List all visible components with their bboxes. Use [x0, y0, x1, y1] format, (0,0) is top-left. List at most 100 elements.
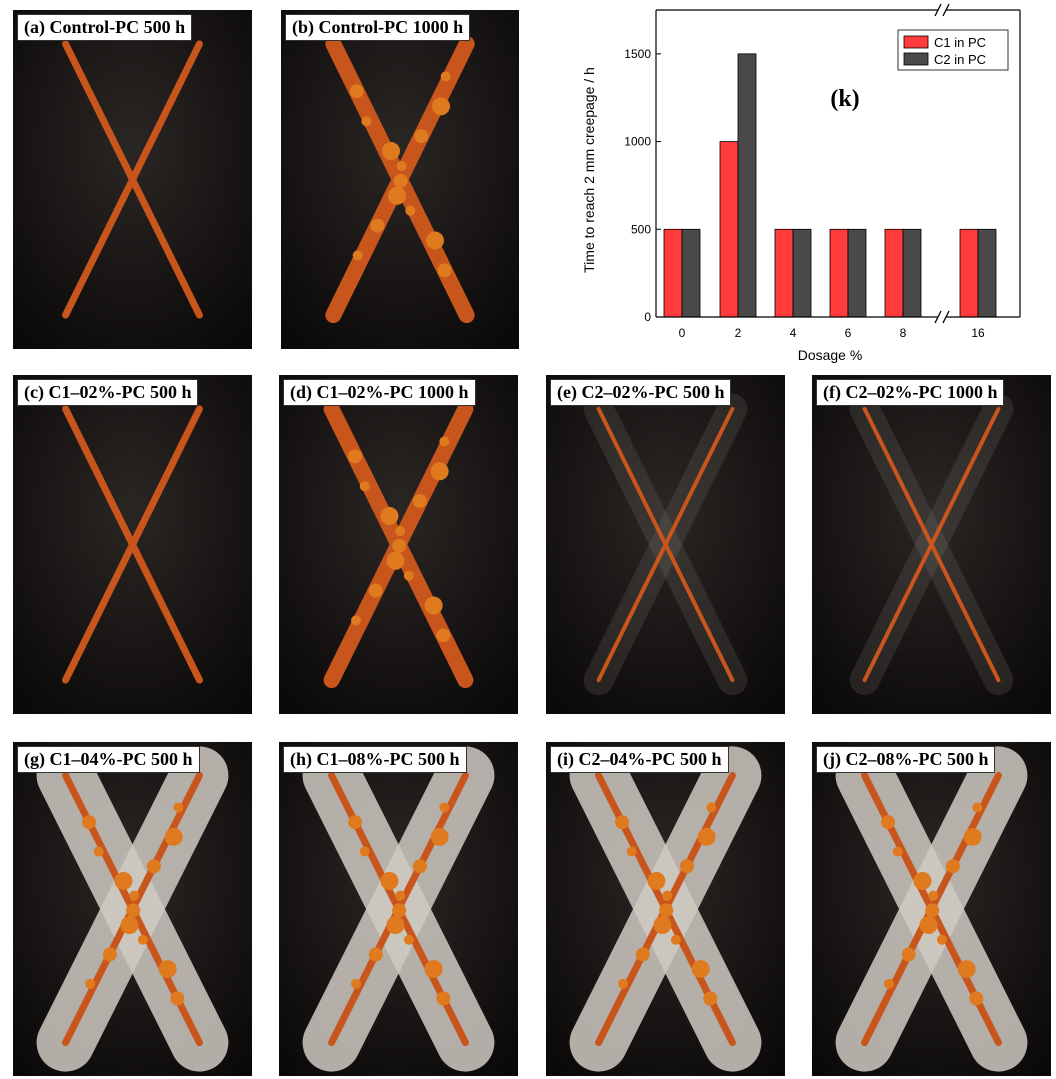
photo-panel-b: (b) Control-PC 1000 h — [281, 10, 519, 349]
bar — [847, 228, 867, 318]
rust-blister — [425, 231, 444, 250]
rust-blister — [349, 84, 364, 99]
chart-svg: (k) Time to reach 2 mm creepage / h Dosa… — [581, 3, 1021, 363]
rust-blister — [431, 97, 450, 116]
bar — [681, 228, 701, 318]
rust-blister — [919, 916, 938, 935]
rust-blister — [403, 934, 414, 945]
rust-blister — [647, 871, 666, 890]
rust-blister — [386, 916, 405, 935]
rust-blister — [703, 991, 718, 1006]
legend-swatch — [903, 35, 929, 49]
rust-blister — [370, 218, 385, 233]
bar — [737, 53, 757, 318]
scribe-line — [862, 406, 1001, 683]
rust-blister — [436, 991, 451, 1006]
rust-blister — [706, 802, 717, 813]
panel-g-label: (g) C1–04%-PC 500 h — [17, 746, 200, 773]
photo-panel-e: (e) C2–02%-PC 500 h — [546, 375, 785, 714]
rust-blister — [424, 960, 443, 979]
panel-b-label: (b) Control-PC 1000 h — [285, 14, 471, 41]
panel-g-photo — [13, 742, 252, 1076]
photo-panel-a: (a) Control-PC 500 h — [13, 10, 252, 349]
panel-c-label: (c) C1–02%-PC 500 h — [17, 379, 199, 406]
rust-blister — [439, 802, 450, 813]
x-tick-label: 8 — [900, 326, 907, 340]
rust-blister — [957, 960, 976, 979]
rust-blister — [351, 978, 362, 989]
rust-blister — [146, 859, 161, 874]
rust-blister — [114, 871, 133, 890]
rust-blister — [884, 978, 895, 989]
photo-panel-g: (g) C1–04%-PC 500 h — [13, 742, 252, 1076]
panel-e-photo — [546, 375, 785, 714]
rust-blister — [359, 481, 370, 492]
rust-blister — [412, 494, 427, 509]
panel-j-photo — [812, 742, 1051, 1076]
bar — [884, 228, 904, 318]
axes-group: 0 500 1000 1500 0 2 4 6 8 16 — [624, 3, 1021, 340]
y-tick-label: 500 — [631, 222, 651, 236]
legend-label: C1 in PC — [934, 35, 986, 50]
bar — [829, 228, 849, 318]
rust-blister — [129, 890, 140, 901]
rust-blister — [901, 947, 916, 962]
rust-blister — [173, 802, 184, 813]
scribe-line — [62, 405, 203, 684]
rust-blister — [102, 947, 117, 962]
panel-h-photo — [279, 742, 518, 1076]
rust-blister — [653, 916, 672, 935]
rust-blister — [626, 846, 637, 857]
bar — [719, 141, 739, 318]
bar — [663, 228, 683, 318]
y-tick-label: 1500 — [624, 47, 651, 61]
rust-blister — [380, 507, 399, 526]
rust-blister — [392, 903, 407, 918]
rust-blister — [386, 551, 405, 570]
rust-blister — [158, 960, 177, 979]
rust-blister — [436, 628, 451, 643]
x-tick-label: 0 — [679, 326, 686, 340]
panel-b-photo — [281, 10, 519, 349]
rust-blister — [437, 263, 452, 278]
panel-k-label: (k) — [830, 86, 859, 112]
rust-blister — [936, 934, 947, 945]
rust-blister — [414, 129, 429, 144]
rust-blister — [85, 978, 96, 989]
creepage-bar-chart: (k) Time to reach 2 mm creepage / h Dosa… — [578, 0, 1024, 368]
rust-blister — [126, 903, 141, 918]
axis-break-mark — [934, 310, 942, 324]
rust-blister — [697, 827, 716, 846]
photo-panel-c: (c) C1–02%-PC 500 h — [13, 375, 252, 714]
rust-blister — [635, 947, 650, 962]
y-axis-label: Time to reach 2 mm creepage / h — [581, 67, 597, 273]
scribe-line — [62, 40, 203, 319]
rust-blister — [925, 903, 940, 918]
axis-break-mark — [942, 310, 950, 324]
rust-blister — [393, 173, 408, 188]
rust-blister — [164, 827, 183, 846]
rust-blister — [969, 991, 984, 1006]
photo-panel-h: (h) C1–08%-PC 500 h — [279, 742, 518, 1076]
panel-k-box — [804, 78, 886, 118]
panel-d-photo — [279, 375, 518, 714]
bar — [774, 228, 794, 318]
rust-blister — [352, 250, 363, 261]
panel-h-label: (h) C1–08%-PC 500 h — [283, 746, 467, 773]
rust-blister — [351, 615, 362, 626]
rust-blister — [368, 947, 383, 962]
panel-e-label: (e) C2–02%-PC 500 h — [550, 379, 732, 406]
panel-i-photo — [546, 742, 785, 1076]
rust-blister — [691, 960, 710, 979]
rust-blister — [405, 205, 416, 216]
rust-blister — [388, 186, 407, 205]
rust-blister — [403, 570, 414, 581]
axis-break-gap — [938, 314, 946, 320]
rust-blister — [430, 827, 449, 846]
panel-a-label: (a) Control-PC 500 h — [17, 14, 193, 41]
rust-blister — [618, 978, 629, 989]
rust-blister — [679, 859, 694, 874]
rust-blister — [430, 462, 449, 481]
rust-blister — [892, 846, 903, 857]
rust-blister — [120, 916, 139, 935]
